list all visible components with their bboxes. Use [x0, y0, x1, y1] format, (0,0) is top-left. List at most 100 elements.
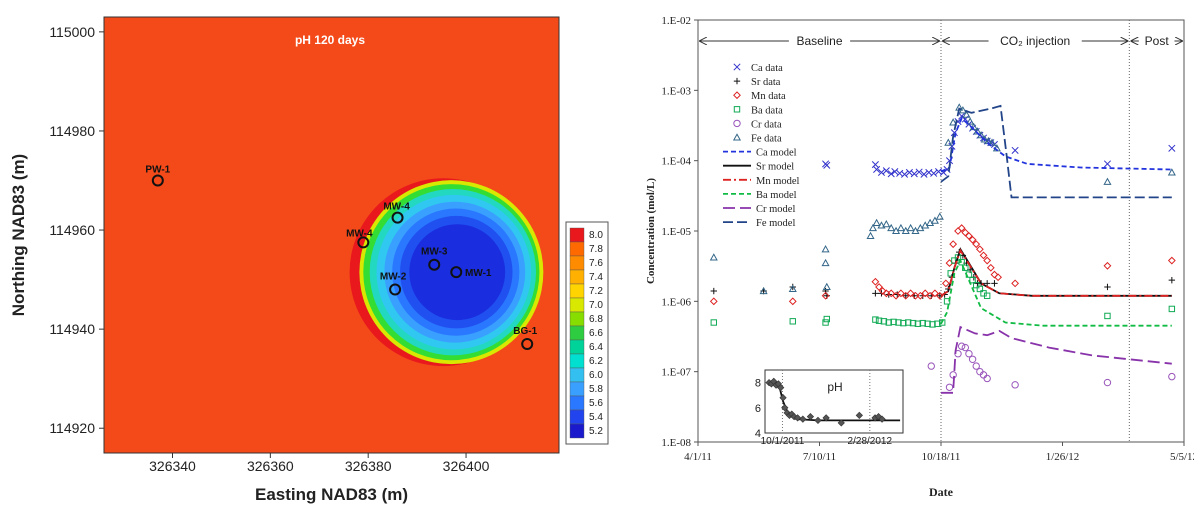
data-point	[976, 285, 984, 293]
well-marker	[389, 283, 402, 296]
colorbar-swatch	[569, 241, 585, 257]
data-point	[872, 290, 879, 297]
colorbar-label: 6.4	[589, 342, 603, 353]
series-ba-data	[710, 254, 1176, 328]
data-point	[986, 263, 995, 272]
data-point	[823, 315, 830, 323]
inset-data-point	[855, 411, 863, 419]
legend-label: Mn model	[756, 176, 800, 187]
colorbar-label: 6.8	[589, 314, 603, 325]
data-point	[887, 289, 896, 298]
well-marker	[428, 258, 441, 271]
data-point	[972, 362, 980, 370]
data-point	[901, 291, 910, 300]
model-line	[940, 116, 1172, 173]
colorbar-label: 5.4	[589, 412, 603, 423]
data-point	[968, 355, 977, 363]
data-point	[892, 291, 900, 300]
x-tick-label: 326380	[345, 458, 392, 474]
colorbar-swatch	[569, 227, 585, 243]
data-point	[983, 256, 992, 265]
colorbar-label: 7.8	[589, 244, 603, 255]
legend-marker	[733, 77, 741, 85]
data-point	[962, 110, 971, 118]
legend-label: Ca data	[751, 63, 783, 74]
data-point	[1168, 276, 1176, 284]
legend-marker	[733, 106, 741, 113]
well-label: BG-1	[513, 326, 537, 337]
x-tick-label: 326340	[149, 458, 196, 474]
y-tick-label: 1.E-06	[661, 296, 691, 308]
data-point	[710, 319, 717, 326]
inset-data-point	[822, 414, 830, 422]
data-point	[710, 287, 717, 295]
data-point	[882, 167, 890, 175]
data-point	[887, 223, 896, 232]
well-marker	[151, 174, 164, 187]
data-point	[930, 216, 939, 224]
inset-frame	[764, 369, 904, 434]
inset-data-point	[878, 415, 886, 423]
data-point	[709, 297, 718, 306]
legend-marker	[732, 133, 742, 141]
well-label: MW-4	[346, 228, 373, 239]
x-tick-label: 326400	[443, 458, 490, 474]
data-point	[1103, 261, 1112, 270]
model-line	[940, 104, 1172, 199]
data-point	[990, 270, 999, 279]
data-point	[895, 319, 902, 326]
inset-data-point	[781, 404, 789, 412]
data-point	[821, 245, 830, 253]
data-point	[885, 319, 892, 326]
data-point	[822, 282, 831, 291]
x-tick-label: 5/5/12	[1170, 451, 1194, 463]
data-point	[965, 232, 973, 240]
colorbar-swatch	[569, 325, 585, 341]
ph-inset: 4 6 8 10/1/2011 2/28/2012 pH	[755, 369, 904, 447]
x-axis-label: Easting NAD83 (m)	[255, 485, 408, 504]
colorbar-label: 5.8	[589, 384, 603, 395]
colorbar-swatch	[569, 283, 585, 299]
legend-label: Fe model	[756, 218, 795, 229]
data-point	[709, 253, 718, 261]
data-point	[994, 273, 1003, 282]
data-point	[880, 318, 888, 325]
data-point	[983, 292, 991, 299]
data-point	[872, 316, 879, 323]
data-point	[968, 235, 977, 244]
colorbar-swatch	[569, 311, 585, 327]
legend-label: Ca model	[756, 148, 797, 159]
colorbar-label: 7.4	[589, 272, 603, 283]
colorbar-swatch	[569, 269, 585, 285]
inset-data-point	[777, 384, 785, 392]
colorbar-label: 7.6	[589, 258, 603, 269]
colorbar-swatch	[569, 409, 585, 425]
series-ba-model	[940, 258, 1172, 327]
inset-x-tick: 10/1/2011	[761, 436, 805, 447]
legend-marker	[733, 91, 741, 100]
data-point	[927, 362, 935, 370]
data-point	[919, 319, 926, 327]
map-frame	[103, 16, 560, 454]
well-label: MW-2	[380, 272, 407, 283]
legend-label: Mn data	[751, 91, 786, 102]
y-axis-label: Concentration (mol/L)	[645, 178, 657, 284]
data-point	[914, 320, 922, 327]
inset-title: pH	[827, 380, 842, 394]
phase-label: Baseline	[796, 34, 842, 48]
data-point	[957, 224, 966, 232]
data-point	[929, 321, 936, 328]
y-tick-label: 1.E-04	[661, 156, 691, 168]
data-point	[823, 161, 831, 169]
data-point	[915, 168, 923, 176]
data-point	[1103, 160, 1112, 168]
legend-label: Ba model	[756, 190, 797, 201]
well-marker	[450, 266, 463, 279]
x-axis-label: Date	[929, 485, 954, 499]
legend: Ca data Sr data Mn data Ba data Cr data Fe da…	[723, 63, 800, 229]
series-ca-model	[940, 116, 1172, 173]
colorbar-swatch	[569, 297, 585, 313]
x-tick-label: 1/26/12	[1046, 451, 1080, 463]
data-point	[987, 138, 997, 146]
y-tick-label: 114960	[49, 222, 95, 238]
